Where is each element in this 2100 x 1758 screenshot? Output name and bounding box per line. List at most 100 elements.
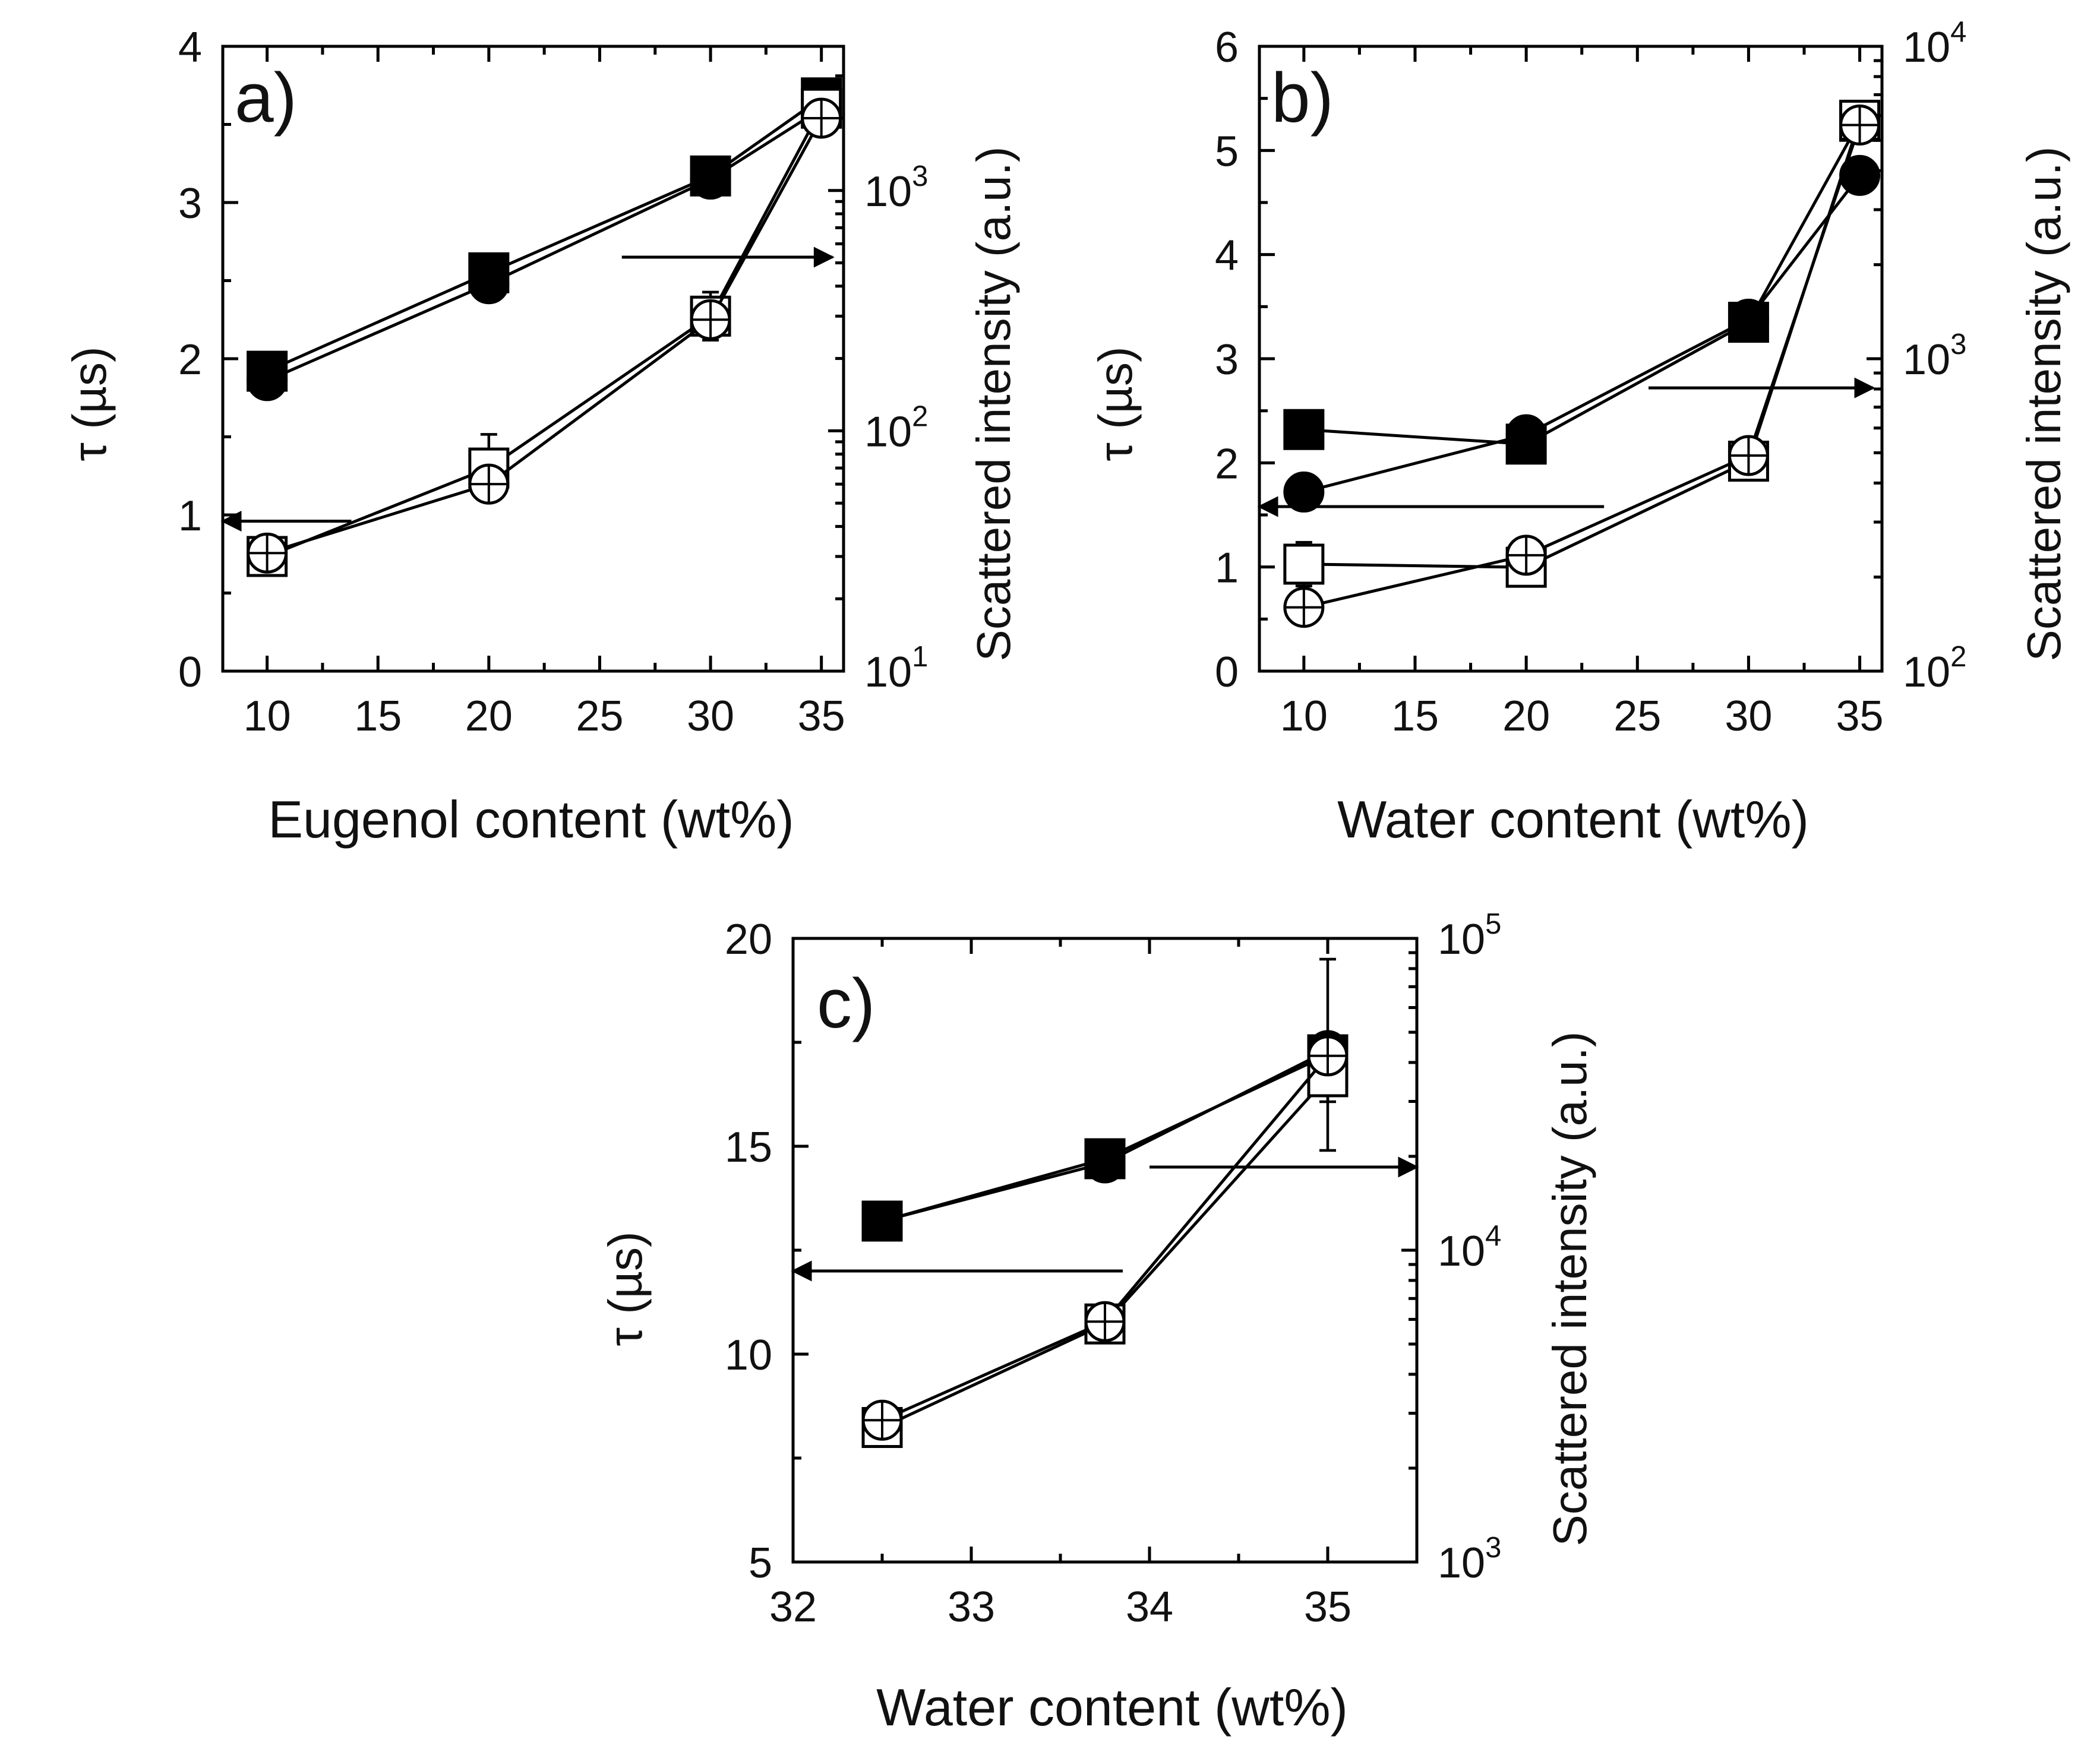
panel-b-series-0-point-10 [1283,409,1325,450]
panel-b-series-0 [1283,100,1881,465]
panel-b-series-1-line [1303,174,1861,494]
panel-a-series-1-point-10 [247,360,288,401]
panel-c-x-tick-label-34: 34 [1126,1583,1173,1631]
panel-b-label: b) [1271,59,1334,137]
panel-c-series-1-point-32_5 [861,1200,903,1242]
panel-b-left-axis-title: τ (µs) [1089,346,1142,461]
panel-b-left-tick-label-6: 6 [1215,24,1239,71]
panel-b-series-3-point-35 [1839,104,1881,146]
panel-c-x-axis-title: Water content (wt%) [876,1678,1348,1737]
panel-b-left-tick-label-0: 0 [1215,649,1239,696]
panel-a-series-3-point-10 [247,532,288,574]
panel-c-series-2-line [881,1076,1329,1429]
panel-a-x-tick-label-25: 25 [576,693,623,740]
panel-c-series-3-line [881,1055,1329,1422]
panel-a-left-tick-label-4: 4 [178,24,202,71]
panel-a-series-3-line [266,117,823,555]
panel-a-right-tick-label-1e2: 102 [864,400,928,456]
panel-a-series-3-point-30 [690,299,731,340]
panel-c-x-tick-label-33: 33 [948,1583,995,1631]
panel-c: c) Water content (wt%) τ (µs) Scattered … [599,908,1596,1737]
panel-c-right-tick-label-1e4: 104 [1438,1220,1501,1275]
panel-b-right-tick-label-1e3: 103 [1903,328,1966,384]
panel-a-left-tick-label-3: 3 [178,180,202,227]
panel-c-series-1-point-33_75 [1084,1142,1126,1184]
panel-a-series-1-line [266,107,823,382]
panel-a-left-tick-label-0: 0 [178,649,202,696]
panel-b-left-tick-label-1: 1 [1215,545,1239,592]
panel-a-x-tick-label-10: 10 [244,693,291,740]
panel-b: b) Water content (wt%) τ (µs) Scattered … [1089,16,2070,849]
panel-b-series-2 [1283,99,1881,588]
panel-b-x-tick-label-15: 15 [1391,693,1439,740]
panel-c-label: c) [817,965,875,1043]
panel-b-series-1-point-30 [1728,298,1769,340]
panel-a-x-tick-label-35: 35 [798,693,845,740]
panel-a-x-tick-label-20: 20 [465,693,513,740]
panel-b-series-2-line [1303,119,1861,569]
panel-c-right-tick-label-1e3: 103 [1438,1532,1501,1587]
panel-b-left-tick-label-2: 2 [1215,440,1239,488]
panel-a-left-axis-title: τ (µs) [63,346,116,461]
panel-b-plot-frame [1258,45,1884,673]
panel-b-x-tick-label-25: 25 [1613,693,1661,740]
panel-b-right-tick-label-1e4: 104 [1903,16,1966,71]
panel-a-right-axis-title: Scattered intensity (a.u.) [967,146,1020,661]
panel-b-series-1 [1283,154,1881,513]
panel-a-left-tick-label-1: 1 [178,492,202,540]
panel-b-left-tick-label-4: 4 [1215,232,1239,280]
panel-b-x-tick-label-35: 35 [1836,693,1884,740]
panel-a-series-3-point-20 [468,463,510,505]
panel-b-x-tick-label-20: 20 [1502,693,1550,740]
panel-b-series-1-point-10 [1283,471,1325,513]
panel-c-series-0-line [882,1053,1329,1223]
panel-b-right-axis-title: Scattered intensity (a.u.) [2017,146,2070,661]
panel-a-series-1-point-20 [468,263,510,305]
panel-b-series-0-line [1303,121,1861,446]
panel-a-left-tick-label-2: 2 [178,336,202,384]
panel-b-series-3-point-30 [1728,435,1769,476]
panel-a-series-2-line [266,107,823,558]
panel-a-series-0-line [266,96,823,373]
panel-b-x-tick-label-30: 30 [1725,693,1772,740]
panel-c-left-tick-label-20: 20 [725,916,772,963]
panel-b-left-tick-label-3: 3 [1215,336,1239,384]
panel-a-x-axis-title: Eugenol content (wt%) [268,790,794,849]
panel-a-series-1-point-30 [690,159,731,200]
panel-b-series-2-point-10 [1283,543,1325,585]
panel-c-left-tick-label-15: 15 [725,1124,772,1171]
panel-b-series-3 [1283,104,1881,628]
panel-c-x-tick-label-32: 32 [769,1583,817,1631]
panel-b-series-1-point-20 [1505,414,1547,456]
panel-c-series-3 [861,1035,1349,1441]
panel-b-series-3-point-20 [1505,535,1547,576]
panel-b-series-3-point-10 [1283,587,1325,628]
panel-a-x-tick-label-30: 30 [687,693,734,740]
panel-c-series-3-point-32_5 [861,1399,903,1441]
panel-a-series-0 [247,77,842,392]
panel-c-left-tick-label-5: 5 [749,1539,772,1587]
panel-a-label: a) [235,59,297,137]
panel-b-left-tick-label-5: 5 [1215,128,1239,175]
panel-b-x-axis-title: Water content (wt%) [1337,790,1809,849]
panel-a: a) Eugenol content (wt%) τ (µs) Scattere… [63,24,1020,849]
panel-c-series-0 [861,957,1349,1242]
panel-a-series-3-point-35 [801,97,842,139]
panel-b-x-tick-label-10: 10 [1280,693,1328,740]
panel-a-x-tick-label-15: 15 [354,693,402,740]
panel-c-x-tick-label-35: 35 [1304,1583,1351,1631]
panel-c-right-tick-label-1e5: 105 [1438,908,1501,963]
panel-c-right-axis-title: Scattered intensity (a.u.) [1543,1031,1596,1546]
panel-a-right-tick-label-1e1: 101 [864,641,928,696]
panel-c-left-axis-title: τ (µs) [599,1231,652,1346]
panel-a-series-3 [247,97,842,574]
panel-a-series-2 [247,87,842,577]
panel-b-series-3-line [1303,124,1861,609]
panel-c-series-2 [861,1050,1349,1449]
panel-c-series-3-point-35 [1307,1035,1349,1077]
panel-c-left-tick-label-10: 10 [725,1332,772,1379]
panel-b-right-tick-label-1e2: 102 [1903,641,1966,696]
panel-c-series-3-point-33_75 [1084,1301,1126,1342]
panel-a-right-tick-label-1e3: 103 [864,160,928,216]
